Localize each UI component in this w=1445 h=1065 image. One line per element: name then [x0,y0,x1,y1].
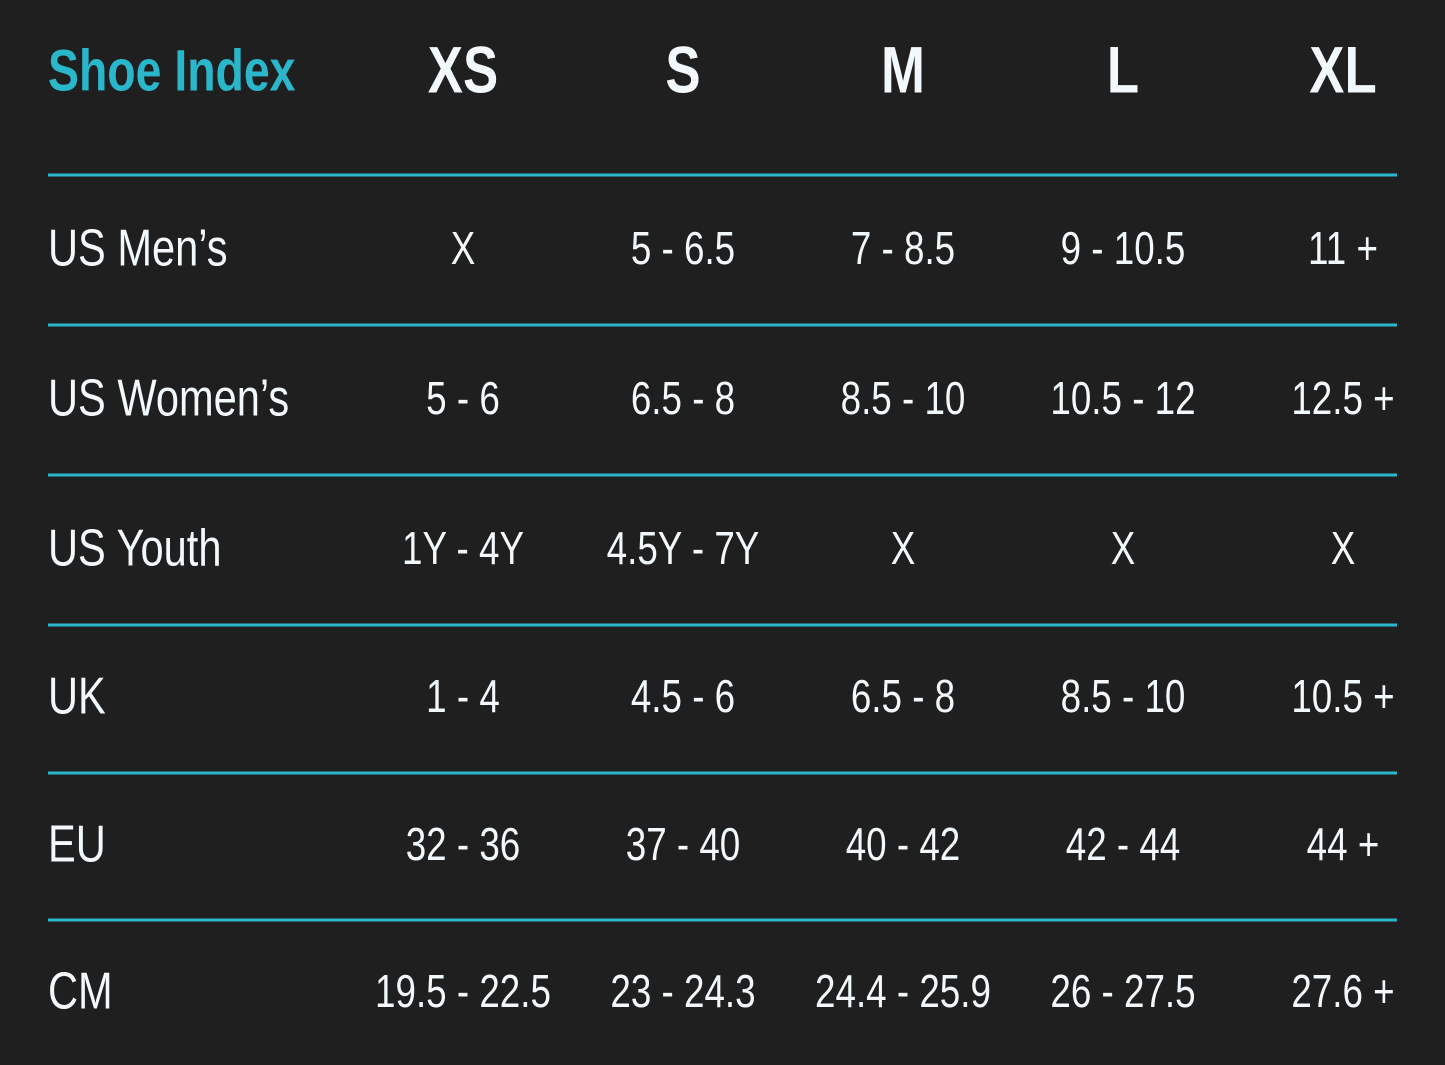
size-cell: 1 - 4 [426,670,500,722]
size-cell-group: 27.6 + [1291,965,1394,1017]
size-cell-group: 12.5 + [1291,372,1394,424]
size-header-group: M [881,33,925,107]
row-label: US Men’s [48,218,228,277]
size-cell: 23 - 24.3 [610,965,755,1017]
size-cell: 5 - 6 [426,372,500,424]
size-cell-group: 11 + [1308,222,1378,274]
size-cell-group: X [451,222,476,274]
size-cell-group: 8.5 - 10 [1061,670,1186,722]
size-cell: 1Y - 4Y [402,522,524,574]
size-cell-group: 6.5 - 8 [851,670,955,722]
size-cell: X [1331,522,1356,574]
size-cell-group: 40 - 42 [846,818,961,870]
size-cell-group: X [1111,522,1136,574]
size-cell-group: 5 - 6.5 [631,222,735,274]
size-cell: 10.5 - 12 [1050,372,1195,424]
size-cell: 44 + [1307,818,1380,870]
row-label-group: UK [48,666,106,725]
size-cell-group: 8.5 - 10 [841,372,966,424]
size-cell-group: 4.5Y - 7Y [607,522,760,574]
size-header: S [665,33,700,107]
row-label-group: US Youth [48,518,221,577]
size-cell: 11 + [1308,222,1378,274]
size-header-group: S [665,33,700,107]
size-cell: X [451,222,476,274]
row-label: EU [48,814,106,873]
row-label: US Youth [48,518,221,577]
row-label-group: US Men’s [48,218,228,277]
size-cell-group: 4.5 - 6 [631,670,735,722]
size-header: L [1107,33,1139,107]
size-cell: 32 - 36 [406,818,521,870]
size-cell: 42 - 44 [1066,818,1181,870]
size-cell: 37 - 40 [626,818,741,870]
size-cell: 4.5Y - 7Y [607,522,760,574]
size-header-group: XL [1309,33,1376,107]
size-cell: 8.5 - 10 [841,372,966,424]
header-title: Shoe Index [48,38,296,103]
size-cell-group: 9 - 10.5 [1061,222,1186,274]
size-cell-group: 5 - 6 [426,372,500,424]
size-cell-group: 32 - 36 [406,818,521,870]
size-cell: 27.6 + [1291,965,1394,1017]
row-label: UK [48,666,106,725]
size-cell: 4.5 - 6 [631,670,735,722]
size-cell: 7 - 8.5 [851,222,955,274]
header-title-group: Shoe Index [48,38,296,103]
size-cell-group: 7 - 8.5 [851,222,955,274]
size-cell-group: 1 - 4 [426,670,500,722]
row-label: US Women’s [48,368,289,427]
size-cell: 19.5 - 22.5 [375,965,551,1017]
size-cell: 26 - 27.5 [1050,965,1195,1017]
row-label-group: EU [48,814,106,873]
row-label-group: CM [48,961,113,1020]
size-header: XS [428,33,498,107]
size-cell: 5 - 6.5 [631,222,735,274]
size-cell: 12.5 + [1291,372,1394,424]
size-cell: 8.5 - 10 [1061,670,1186,722]
size-cell-group: 10.5 + [1291,670,1394,722]
size-cell: X [1111,522,1136,574]
size-cell-group: 42 - 44 [1066,818,1181,870]
size-cell: 6.5 - 8 [851,670,955,722]
size-cell-group: 37 - 40 [626,818,741,870]
size-cell-group: 1Y - 4Y [402,522,524,574]
size-cell-group: 10.5 - 12 [1050,372,1195,424]
size-header-group: L [1107,33,1139,107]
size-cell: 9 - 10.5 [1061,222,1186,274]
size-cell-group: X [891,522,916,574]
size-header: XL [1309,33,1376,107]
size-cell-group: X [1331,522,1356,574]
size-cell-group: 44 + [1307,818,1380,870]
size-cell-group: 19.5 - 22.5 [375,965,551,1017]
size-cell-group: 26 - 27.5 [1050,965,1195,1017]
size-cell-group: 23 - 24.3 [610,965,755,1017]
size-cell-group: 6.5 - 8 [631,372,735,424]
size-header-group: XS [428,33,498,107]
row-label: CM [48,961,113,1020]
size-header: M [881,33,925,107]
size-cell: 24.4 - 25.9 [815,965,991,1017]
row-label-group: US Women’s [48,368,289,427]
size-cell-group: 24.4 - 25.9 [815,965,991,1017]
size-cell: 40 - 42 [846,818,961,870]
size-cell: X [891,522,916,574]
size-cell: 10.5 + [1291,670,1394,722]
size-cell: 6.5 - 8 [631,372,735,424]
